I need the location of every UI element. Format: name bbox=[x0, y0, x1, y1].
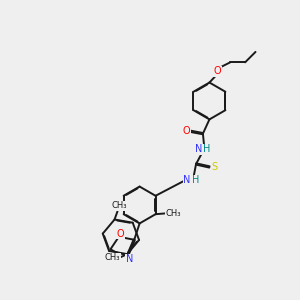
Text: H: H bbox=[203, 144, 211, 154]
Text: O: O bbox=[183, 126, 190, 136]
Text: S: S bbox=[211, 162, 217, 172]
Text: O: O bbox=[117, 229, 124, 239]
Text: O: O bbox=[214, 66, 222, 76]
Text: CH₃: CH₃ bbox=[111, 201, 127, 210]
Text: CH₃: CH₃ bbox=[166, 209, 181, 218]
Text: N: N bbox=[184, 175, 191, 185]
Text: N: N bbox=[195, 144, 202, 154]
Text: CH₃: CH₃ bbox=[105, 253, 120, 262]
Text: N: N bbox=[126, 254, 133, 264]
Text: H: H bbox=[192, 175, 199, 185]
